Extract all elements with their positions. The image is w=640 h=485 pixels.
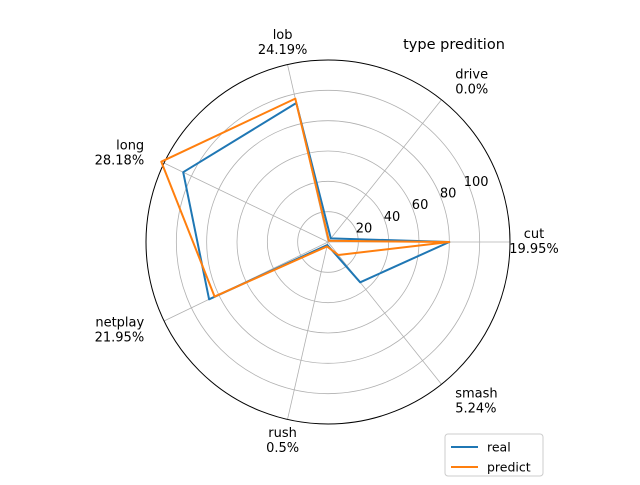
- spoke-rush: [287, 241, 329, 420]
- r-tick-label: 20: [356, 221, 373, 236]
- series-layer: [160, 97, 451, 301]
- category-label-lob: lob 24.19%: [258, 28, 308, 58]
- series-line-real: [182, 102, 451, 301]
- r-tick-label: 80: [440, 187, 457, 202]
- outer-circle: [145, 59, 511, 425]
- category-label-netplay: netplay 21.95%: [95, 316, 145, 346]
- legend-label-real: real: [487, 440, 511, 455]
- category-label-smash: smash 5.24%: [455, 386, 497, 416]
- chart-title: type predition: [403, 37, 505, 53]
- spoke-smash: [327, 241, 442, 385]
- category-name: cut: [524, 227, 544, 242]
- r-tick-label: 40: [384, 210, 401, 225]
- category-name: rush: [268, 426, 297, 441]
- category-label-cut: cut 19.95%: [509, 227, 559, 257]
- category-percent: 0.5%: [266, 441, 299, 456]
- legend-label-predict: predict: [487, 460, 531, 475]
- category-label-rush: rush 0.5%: [266, 426, 299, 456]
- category-name: smash: [455, 386, 497, 401]
- category-percent: 19.95%: [509, 242, 559, 257]
- category-name: drive: [455, 68, 488, 83]
- spoke-drive: [327, 99, 442, 243]
- category-percent: 5.24%: [455, 401, 496, 416]
- category-percent: 24.19%: [258, 43, 308, 58]
- category-percent: 21.95%: [95, 331, 145, 346]
- series-line-predict: [160, 97, 451, 298]
- category-percent: 28.18%: [95, 153, 145, 168]
- category-label-long: long 28.18%: [95, 138, 145, 168]
- category-name: lob: [273, 28, 293, 43]
- category-name: netplay: [95, 316, 144, 331]
- category-percent: 0.0%: [455, 83, 488, 98]
- r-tick-label: 100: [464, 175, 489, 190]
- r-tick-label: 60: [412, 198, 429, 213]
- grid-layer: [145, 59, 511, 425]
- spoke-long: [163, 162, 329, 243]
- legend-box: [444, 433, 544, 477]
- legend: real predict: [444, 433, 544, 477]
- category-label-drive: drive 0.0%: [455, 68, 488, 98]
- category-name: long: [116, 138, 144, 153]
